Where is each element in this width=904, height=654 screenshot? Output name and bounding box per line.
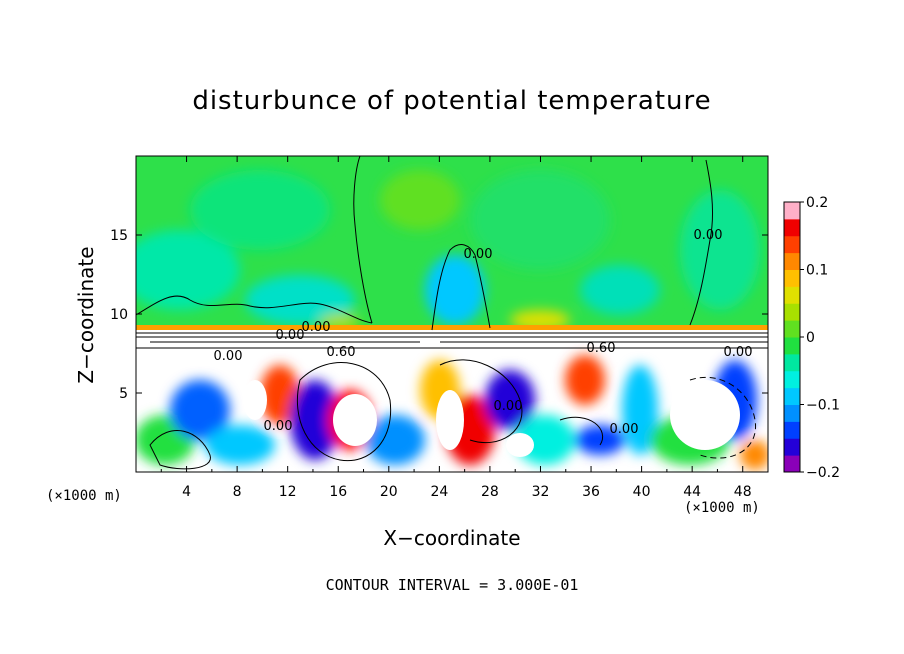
colorbar-tick-label: 0.2 bbox=[806, 195, 828, 211]
colorbar-segment bbox=[784, 455, 800, 473]
colorbar-segment bbox=[784, 387, 800, 405]
contour-line bbox=[689, 159, 714, 326]
contour-line bbox=[296, 362, 392, 462]
colorbar-tick-label: 0.1 bbox=[806, 263, 828, 279]
colorbar-segment bbox=[784, 337, 800, 355]
colorbar-segment bbox=[784, 353, 800, 372]
x-tick-label: 16 bbox=[329, 484, 347, 500]
contour-label: 0.00 bbox=[214, 349, 243, 364]
colorbar-segment bbox=[784, 218, 800, 237]
contour-lines bbox=[136, 156, 768, 470]
x-tick-label: 28 bbox=[481, 484, 499, 500]
contour-line bbox=[136, 295, 373, 324]
x-tick-label: 48 bbox=[734, 484, 752, 500]
inversion-band bbox=[136, 325, 768, 331]
colorbar-tick-label: −0.2 bbox=[806, 465, 840, 481]
x-tick-label: 36 bbox=[582, 484, 600, 500]
colorbar-segment bbox=[784, 269, 800, 287]
y-tick-label: 10 bbox=[110, 307, 128, 323]
x-tick-label: 40 bbox=[633, 484, 651, 500]
x-tick-label: 8 bbox=[233, 484, 242, 500]
x-axis-label: X−coordinate bbox=[383, 526, 521, 550]
colorbar-segment bbox=[784, 421, 800, 439]
chart-title: disturbunce of potential temperature bbox=[192, 86, 712, 116]
contour-label: 0.60 bbox=[587, 341, 616, 356]
contour-label: 0.00 bbox=[264, 419, 293, 434]
colorbar-segment bbox=[784, 320, 800, 338]
contour-labels: 0.000.000.600.000.000.000.000.60 0.000.00… bbox=[214, 228, 753, 437]
y-tick-label: 5 bbox=[119, 386, 128, 402]
inversion-layer bbox=[136, 330, 768, 352]
colorbar-segment bbox=[784, 370, 800, 389]
lower-layer-white-cores bbox=[243, 380, 740, 457]
contour-line bbox=[149, 430, 211, 470]
x-unit-left: (×1000 m) bbox=[46, 488, 122, 504]
contour-line bbox=[431, 244, 491, 331]
x-tick-label: 44 bbox=[683, 484, 701, 500]
contour-label: 0.00 bbox=[694, 228, 723, 243]
contour-label: 0.00 bbox=[302, 320, 331, 335]
colorbar-tick-label: 0 bbox=[806, 330, 815, 346]
colorbar-segment bbox=[784, 404, 800, 422]
y-axis: 5 10 15 bbox=[110, 228, 768, 402]
colorbar-segment bbox=[784, 286, 800, 304]
x-tick-label: 32 bbox=[532, 484, 550, 500]
x-tick-label: 12 bbox=[279, 484, 297, 500]
contour-line bbox=[353, 156, 373, 324]
contour-label: 0.00 bbox=[464, 247, 493, 262]
heatmap-field bbox=[136, 156, 768, 472]
y-tick-label: 15 bbox=[110, 228, 128, 244]
x-tick-label: 20 bbox=[380, 484, 398, 500]
colorbar-segment bbox=[784, 252, 800, 270]
contour-line bbox=[439, 359, 523, 444]
colorbar: 0.2 0.1 0 −0.1 −0.2 bbox=[783, 195, 840, 481]
colorbar-segment bbox=[784, 438, 800, 456]
contour-label: 0.60 bbox=[327, 345, 356, 360]
contour-label: 0.00 bbox=[610, 422, 639, 437]
colorbar-tick-label: −0.1 bbox=[806, 398, 840, 414]
colorbar-segment bbox=[784, 235, 800, 254]
contour-line bbox=[559, 416, 603, 446]
contour-line bbox=[689, 376, 756, 459]
upper-layer-shading bbox=[136, 170, 760, 330]
x-tick-label: 24 bbox=[430, 484, 448, 500]
contour-label: 0.00 bbox=[276, 328, 305, 343]
contour-label: 0.00 bbox=[494, 399, 523, 414]
x-unit-right: (×1000 m) bbox=[684, 500, 760, 516]
contour-interval-note: CONTOUR INTERVAL = 3.000E-01 bbox=[325, 576, 579, 594]
x-axis: 4 8 12 16 20 24 28 32 36 40 44 48 bbox=[160, 156, 752, 500]
colorbar-segment bbox=[784, 303, 800, 321]
contour-label: 0.00 bbox=[724, 345, 753, 360]
x-tick-label: 4 bbox=[182, 484, 191, 500]
colorbar-segment bbox=[784, 202, 800, 220]
